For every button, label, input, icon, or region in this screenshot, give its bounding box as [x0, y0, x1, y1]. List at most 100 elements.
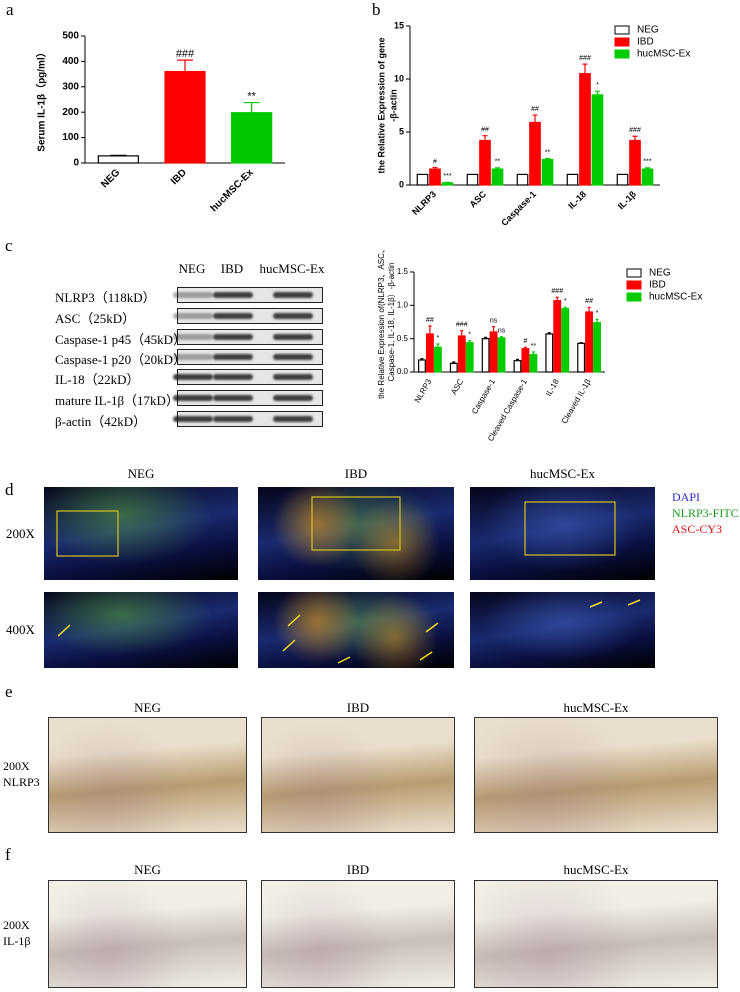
- error-bar: [499, 336, 504, 338]
- legend-label: NEG: [637, 25, 659, 36]
- error-bar: [436, 343, 440, 348]
- error-bar: [428, 325, 432, 334]
- legend-swatch: [614, 49, 630, 59]
- blot-band: [213, 313, 253, 319]
- blot-column-label: NEG: [178, 261, 206, 276]
- significance-label: *: [596, 82, 599, 89]
- error-bar: [432, 166, 438, 170]
- blot-strip: [173, 390, 323, 406]
- blot-strip: [173, 329, 323, 345]
- significance-label: *: [468, 332, 471, 339]
- legend-label: hucMSC-Ex: [637, 49, 690, 60]
- legend-swatch: [614, 37, 630, 47]
- error-bar: [177, 59, 193, 72]
- blot-row-label: mature IL-1β（17kD）: [55, 393, 179, 408]
- blot-row-label: Caspase-1 p45（45kD）: [55, 332, 187, 347]
- significance-label: ##: [481, 127, 489, 134]
- bar: [433, 346, 442, 373]
- image-row-label: 200X: [3, 759, 30, 773]
- error-bar: [582, 63, 588, 74]
- blot-band: [213, 374, 253, 380]
- significance-label: ###: [551, 288, 563, 295]
- bar: [577, 342, 586, 373]
- error-bar: [531, 351, 535, 355]
- panel-letter: d: [5, 480, 14, 499]
- blot-column-label: hucMSC-Ex: [259, 261, 325, 276]
- y-tick-label: 1.0: [397, 300, 409, 309]
- blot-band: [213, 416, 253, 422]
- blot-row-label: β-actin（42kD）: [55, 414, 147, 429]
- error-bar: [495, 167, 500, 170]
- significance-label: ##: [426, 317, 434, 324]
- arrow: [419, 651, 433, 661]
- error-bar: [491, 326, 496, 332]
- blot-strip: [173, 287, 323, 303]
- significance-label: **: [545, 149, 551, 156]
- significance-label: **: [531, 343, 537, 350]
- arrow: [589, 601, 603, 608]
- bar: [466, 173, 479, 186]
- blot-band: [273, 292, 313, 298]
- error-bar: [555, 296, 559, 301]
- error-bar: [445, 181, 450, 183]
- arrow: [627, 599, 641, 606]
- zoom-box: [524, 501, 616, 556]
- blot-band: [273, 334, 313, 340]
- panel-letter: b: [372, 0, 381, 19]
- fluorescence-image: [44, 487, 238, 580]
- significance-label: ##: [531, 106, 539, 113]
- error-bar: [563, 306, 567, 309]
- image-column-label: hucMSC-Ex: [530, 466, 595, 481]
- significance-label: ###: [629, 127, 641, 134]
- blot-band: [173, 313, 213, 319]
- legend-swatch: [614, 25, 630, 35]
- zoom-box: [56, 510, 119, 557]
- error-bar: [460, 330, 464, 336]
- legend-label: DAPI: [672, 490, 701, 504]
- y-axis-label: Caspase-1, IL-18, IL-1β）-β-actin: [387, 262, 396, 381]
- bar: [416, 173, 429, 186]
- y-axis-label: the Relative Expression of(NLRP3、ASC、: [377, 245, 386, 399]
- blot-band: [273, 313, 313, 319]
- legend-label: IBD: [649, 280, 666, 291]
- panel-letter: e: [5, 682, 13, 701]
- blot-strip: [173, 369, 323, 385]
- image-column-label: NEG: [127, 466, 155, 481]
- bar: [231, 112, 273, 164]
- blot-band: [173, 374, 213, 380]
- ihc-image: [474, 880, 718, 988]
- arrow: [57, 624, 71, 637]
- fluorescence-image: [44, 592, 238, 668]
- y-tick-label: 15: [394, 20, 404, 30]
- y-axis-label: -β-actin: [388, 89, 398, 122]
- blot-band: [213, 354, 253, 360]
- y-tick-label: 300: [62, 81, 79, 92]
- y-axis-label: Serum IL-1β（pg/ml）: [35, 47, 48, 151]
- arrow: [287, 614, 301, 627]
- bar: [616, 173, 629, 186]
- significance-label: ns: [498, 328, 506, 335]
- error-bar: [452, 361, 456, 364]
- image-column-label: hucMSC-Ex: [563, 862, 629, 877]
- ihc-image: [48, 717, 247, 833]
- significance-label: *: [564, 298, 567, 305]
- image-column-label: NEG: [134, 700, 161, 715]
- arrow: [337, 656, 351, 664]
- zoom-box: [311, 496, 401, 551]
- error-bar: [632, 135, 638, 141]
- arrow: [282, 639, 296, 652]
- error-bar: [532, 114, 538, 123]
- y-tick-label: 1.5: [397, 267, 409, 276]
- blot-row-label: ASC（25kD）: [55, 311, 136, 326]
- ihc-image: [48, 880, 247, 988]
- chart: 0.0 0.5 1.0 1.5 the Relative Expression of(N…: [377, 245, 702, 443]
- blot-band: [173, 416, 213, 422]
- significance-label: **: [247, 90, 256, 102]
- image-column-label: NEG: [134, 862, 161, 877]
- blot-band: [213, 292, 253, 298]
- blot-band: [173, 395, 213, 401]
- legend-swatch: [626, 268, 642, 278]
- y-tick-label: 0: [399, 179, 404, 189]
